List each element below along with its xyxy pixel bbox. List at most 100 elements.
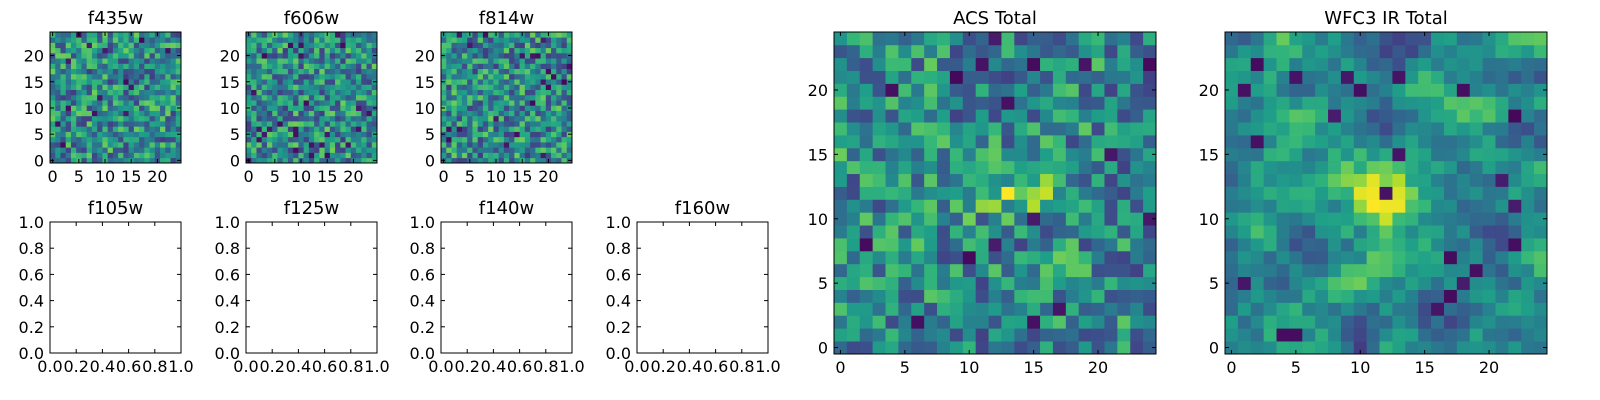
heatmap-cell [545,136,552,143]
heatmap-cell [451,89,458,96]
heatmap-cell [962,57,977,71]
heatmap-cell [535,42,541,49]
heatmap-cell [133,126,140,132]
heatmap-cell [102,142,108,148]
heatmap-cell [1340,96,1355,110]
heatmap-cell [1508,289,1522,303]
heatmap-cell [303,79,310,85]
heatmap-cell [1065,147,1080,162]
heatmap-cell [514,37,520,43]
heatmap-cell [102,115,108,122]
heatmap-cell [308,115,315,122]
heatmap-cell [97,147,103,153]
heatmap-cell [488,110,494,117]
heatmap-cell [1405,212,1419,226]
heatmap-cell [303,73,310,80]
heatmap-cell [97,52,103,59]
heatmap-cell [1001,199,1015,213]
heatmap-cell [530,94,536,101]
heatmap-cell [282,73,289,80]
heatmap-cell [488,37,494,43]
y-tick-label: 20 [220,47,240,66]
heatmap-cell [149,42,156,49]
heatmap-cell [97,42,103,49]
heatmap-cell [335,136,341,143]
heatmap-cell [1289,263,1303,278]
heatmap-cell [50,142,56,148]
heatmap-cell [962,212,977,226]
heatmap-cell [91,136,98,143]
heatmap-cell [1431,238,1445,252]
heatmap-cell [81,142,88,148]
heatmap-cell [1353,315,1368,329]
heatmap-cell [55,84,61,90]
heatmap-cell [456,126,463,132]
heatmap-cell [329,152,336,159]
heatmap-cell [293,89,299,96]
heatmap-cell [556,32,562,38]
heatmap-cell [988,57,1002,71]
heatmap-cell [1328,160,1342,175]
heatmap-cell [1250,122,1264,136]
heatmap-cell [1117,302,1131,316]
heatmap-cell [1340,238,1355,252]
heatmap-cell [256,100,263,106]
y-tick-label: 15 [220,73,240,92]
heatmap-cell [1143,44,1157,59]
heatmap-cell [1276,302,1290,316]
heatmap-cell [498,68,505,75]
heatmap-cell [514,42,520,49]
heatmap-cell [498,131,505,138]
x-tick-label: 0.4 [677,357,702,376]
heatmap-cell [55,100,61,106]
heatmap-cell [962,341,977,355]
heatmap-cell [1353,186,1368,200]
heatmap-cell [924,212,938,226]
x-tick-label: 0.8 [729,357,754,376]
heatmap-cell [885,96,899,110]
heatmap-cell [859,83,873,97]
heatmap-cell [872,341,886,355]
heatmap-cell [1521,328,1535,342]
heatmap-cell [128,37,135,43]
heatmap-cell [1315,225,1329,239]
heatmap-cell [540,136,547,143]
heatmap-cell [1104,173,1118,187]
heatmap-cell [846,160,861,175]
heatmap-cell [472,32,479,38]
heatmap-cell [371,126,378,132]
heatmap-cell [545,142,552,148]
heatmap-cell [859,173,873,187]
heatmap-cell [1104,96,1118,110]
heatmap-cell [256,84,263,90]
heatmap-cell [1392,315,1406,329]
heatmap-cell [97,94,103,101]
heatmap-cell [1302,70,1316,84]
heatmap-cell [118,68,124,75]
heatmap-cell [1353,328,1368,342]
heatmap-cell [1117,83,1131,97]
heatmap-cell [988,32,1002,46]
heatmap-cell [493,73,499,80]
heatmap-cell [154,121,161,127]
heatmap-cell [287,47,294,54]
heatmap-cell [1353,199,1368,213]
heatmap-cell [962,147,977,162]
heatmap-cell [556,105,562,111]
heatmap-cell [503,147,510,153]
heatmap-cell [303,68,310,75]
heatmap-cell [246,73,252,80]
heatmap-cell [1443,341,1458,355]
x-tick-label: 15 [512,167,532,186]
heatmap-cell [118,42,124,49]
heatmap-cell [988,276,1002,290]
heatmap-cell [50,121,56,127]
heatmap-cell [530,152,536,159]
heatmap-cell [1065,83,1080,97]
heatmap-cell [1443,315,1458,329]
heatmap-cell [112,147,119,153]
heatmap-cell [170,79,177,85]
heatmap-cell [70,121,77,127]
heatmap-cell [123,47,129,54]
